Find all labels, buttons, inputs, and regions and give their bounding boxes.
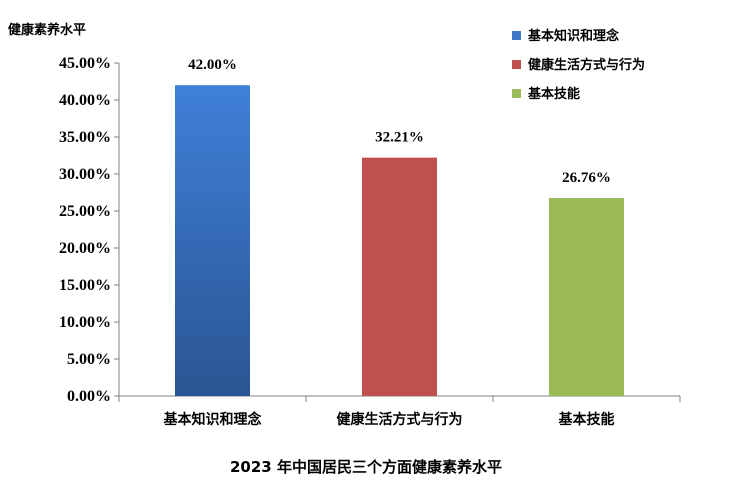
legend-label: 基本知识和理念 (527, 28, 619, 44)
y-tick-label: 20.00% (59, 240, 111, 257)
bar (362, 157, 437, 396)
bars: 42.00% 基本知识和理念 32.21% 健康生活方式与行为 26.76% 基本技能 (164, 57, 624, 428)
y-tick-label: 25.00% (59, 203, 111, 220)
category-label: 基本技能 (559, 411, 615, 428)
legend-label: 基本技能 (527, 86, 580, 102)
chart-title: 2023 年中国居民三个方面健康素养水平 (230, 458, 502, 476)
y-tick-label: 15.00% (59, 277, 111, 294)
category-label: 基本知识和理念 (164, 411, 263, 428)
legend-swatch (512, 89, 521, 98)
data-label: 26.76% (562, 170, 611, 186)
axes: 0.00% 5.00% 10.00% 15.00% 20.00% 25.00% 30.00%… (59, 55, 681, 405)
bar-chart: 健康素养水平 0.00% 5.00% 10.00% 15.00% 20.00% 25.00… (8, 22, 681, 428)
legend-label: 健康生活方式与行为 (528, 57, 645, 73)
bar (549, 197, 624, 396)
y-tick-label: 0.00% (67, 388, 111, 405)
bar (175, 85, 250, 396)
y-tick-label: 35.00% (59, 129, 111, 146)
y-tick-label: 5.00% (67, 351, 111, 368)
y-tick-label: 45.00% (59, 55, 111, 72)
category-label: 健康生活方式与行为 (337, 411, 463, 428)
data-label: 42.00% (188, 57, 237, 73)
y-tick-label: 30.00% (59, 166, 111, 183)
legend-swatch (512, 31, 521, 40)
y-tick-label: 40.00% (59, 92, 111, 109)
y-tick-label: 10.00% (59, 314, 111, 331)
data-label: 32.21% (375, 130, 424, 146)
legend-swatch (512, 60, 521, 69)
y-axis-label: 健康素养水平 (8, 22, 86, 38)
